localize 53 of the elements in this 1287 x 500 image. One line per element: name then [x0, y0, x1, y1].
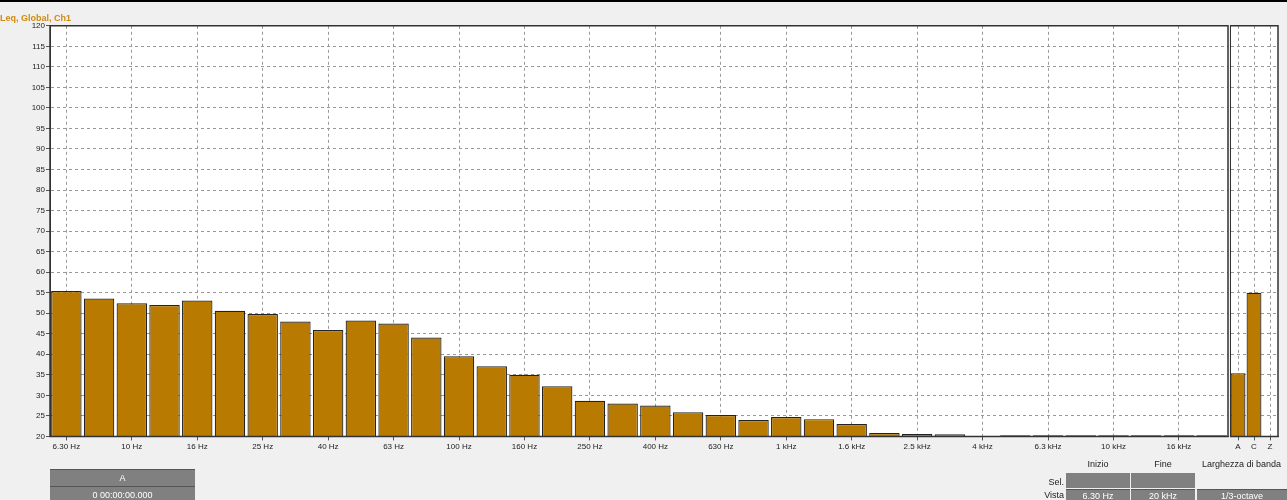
y-tick-label: 75 [36, 205, 46, 215]
x-tick-label: 16 Hz [186, 442, 208, 452]
text: Vista [1043, 489, 1064, 500]
text: 6.30 Hz [1066, 489, 1130, 500]
text: Larghezza di banda [1200, 458, 1283, 470]
x-tick-label: 100 Hz [446, 442, 472, 452]
y-tick-label: 25 [36, 411, 46, 421]
text: 0 00:00:00.000 [50, 486, 195, 500]
y-tick-label: 120 [31, 21, 46, 30]
y-tick-label: 105 [31, 82, 46, 92]
y-tick-label: 35 [36, 370, 46, 380]
y-tick-label: 85 [36, 164, 46, 174]
y-tick-label: 115 [32, 41, 46, 51]
x-tick-label: 160 Hz [511, 442, 538, 452]
y-tick-label: 20 [36, 431, 46, 441]
text: 1/3-octave [1197, 489, 1287, 500]
y-tick-label: 40 [36, 349, 46, 359]
y-tick-label: 55 [36, 287, 46, 297]
text: A [50, 469, 195, 486]
x-tick-label: 40 Hz [317, 442, 339, 452]
y-tick-label: 45 [36, 328, 46, 338]
x-tick-label: 25 Hz [252, 442, 274, 452]
x-tick-label: 10 Hz [121, 442, 143, 452]
y-tick-label: 80 [36, 185, 46, 195]
y-tick-label: 70 [36, 226, 46, 236]
y-tick-label: 30 [36, 390, 46, 400]
y-tick-label: 95 [36, 123, 46, 133]
x-tick-label: 63 Hz [383, 442, 405, 452]
text: Fine [1153, 458, 1173, 470]
text: Inizio [1086, 458, 1110, 470]
x-tick-label: C [1251, 442, 1258, 452]
x-tick-label: 16 kHz [1166, 442, 1192, 452]
x-tick-label: A [1235, 442, 1242, 452]
x-tick-label: 630 Hz [708, 442, 734, 452]
text: 20 kHz [1131, 489, 1195, 500]
y-tick-label: 50 [36, 308, 46, 318]
text: Sel. [1047, 476, 1064, 488]
x-tick-label: Z [1267, 442, 1273, 452]
y-tick-label: 90 [36, 144, 46, 154]
y-tick-label: 100 [31, 103, 46, 113]
x-tick-label: 400 Hz [642, 442, 669, 452]
y-tick-label: 65 [36, 246, 46, 256]
x-tick-label: 250 Hz [577, 442, 603, 452]
x-tick-label: 6.30 Hz [52, 442, 81, 452]
y-tick-label: 60 [36, 267, 46, 277]
chart-title: Leq, Global, Ch1 [0, 12, 72, 23]
x-tick-label: 1.6 kHz [838, 442, 866, 452]
x-tick-label: 2.5 kHz [903, 442, 931, 452]
y-tick-label: 110 [32, 62, 46, 72]
x-tick-label: 4 kHz [972, 442, 993, 452]
x-tick-label: 6.3 kHz [1034, 442, 1062, 452]
x-tick-label: 1 kHz [776, 442, 797, 452]
x-tick-label: 10 kHz [1101, 442, 1126, 452]
